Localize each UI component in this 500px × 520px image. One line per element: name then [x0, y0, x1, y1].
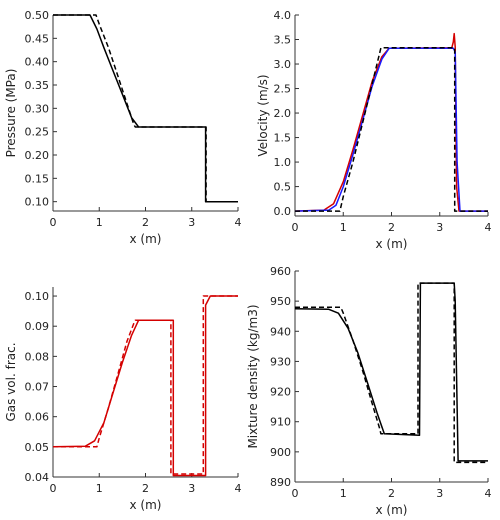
series-line-2 [294, 47, 488, 212]
y-axis-label: Pressure (MPa) [4, 69, 18, 158]
y-tick-label: 3.0 [274, 58, 292, 71]
x-axis-label: x (m) [130, 232, 162, 246]
y-tick-label: 0.15 [25, 172, 50, 185]
y-axis-label: Gas vol. frac. [4, 342, 18, 421]
y-tick-label: 4.0 [274, 9, 292, 22]
y-tick-label: 0.20 [25, 149, 50, 162]
y-tick-label: 910 [270, 416, 291, 429]
series-line-2 [295, 282, 488, 464]
y-tick-label: 0.06 [25, 411, 50, 424]
chart-panel-2: 0 1 2 3 4 0.0 0.5 1.0 1.5 2.0 2.5 3.0 3.5 4.0 x (m) Vel… [256, 9, 492, 251]
y-tick-label: 0.05 [25, 441, 50, 454]
x-tick-label: 2 [142, 216, 149, 229]
y-tick-label: 920 [270, 386, 291, 399]
x-tick-label: 0 [292, 487, 299, 500]
y-tick-label: 2.5 [274, 83, 292, 96]
y-tick-label: 0.10 [25, 196, 50, 209]
chart-panel-4: 0 1 2 3 4 890 900 910 920 930 940 950 960 x (m) Mixtur… [246, 265, 492, 517]
chart-panel-3: 0 1 2 3 4 0.04 0.05 0.06 0.07 0.08 0.09 0.10 x (m) Ga… [4, 287, 242, 512]
series-line-2 [53, 14, 238, 203]
y-tick-label: 0.08 [25, 350, 50, 363]
x-tick-label: 3 [436, 221, 443, 234]
x-tick-label: 0 [292, 221, 299, 234]
x-tick-label: 4 [235, 216, 242, 229]
y-tick-label: 0.0 [274, 205, 292, 218]
x-axis-label: x (m) [376, 237, 408, 251]
series-line-1 [52, 295, 238, 477]
y-tick-label: 890 [270, 476, 291, 489]
y-tick-label: 0.40 [25, 56, 50, 69]
x-tick-label: 2 [388, 487, 395, 500]
x-axis-label: x (m) [130, 498, 162, 512]
y-tick-label: 0.09 [25, 320, 50, 333]
y-tick-label: 1.5 [274, 132, 292, 145]
series-line-3 [295, 47, 488, 212]
y-tick-label: 1.0 [274, 156, 292, 169]
y-tick-label: 900 [270, 446, 291, 459]
y-axis-label: Mixture density (kg/m3) [246, 304, 260, 448]
y-tick-label: 0.10 [25, 290, 50, 303]
y-tick-label: 940 [270, 325, 291, 338]
x-tick-label: 3 [188, 482, 195, 495]
x-axis-label: x (m) [376, 503, 408, 517]
x-tick-label: 4 [485, 221, 492, 234]
y-axis-label: Velocity (m/s) [256, 74, 270, 156]
y-tick-label: 0.50 [25, 9, 50, 22]
series-line-1 [294, 282, 488, 462]
x-tick-label: 1 [96, 482, 103, 495]
x-tick-label: 3 [436, 487, 443, 500]
x-tick-label: 2 [142, 482, 149, 495]
y-tick-label: 0.45 [25, 32, 50, 45]
x-tick-label: 1 [340, 221, 347, 234]
x-tick-label: 1 [340, 487, 347, 500]
x-tick-label: 0 [50, 216, 57, 229]
y-tick-label: 0.30 [25, 102, 50, 115]
y-tick-label: 950 [270, 295, 291, 308]
y-tick-label: 930 [270, 355, 291, 368]
y-tick-label: 2.0 [274, 107, 292, 120]
x-tick-label: 4 [235, 482, 242, 495]
x-tick-label: 3 [188, 216, 195, 229]
y-tick-label: 0.04 [25, 471, 50, 484]
x-tick-label: 1 [96, 216, 103, 229]
x-tick-label: 4 [485, 487, 492, 500]
y-tick-label: 3.5 [274, 34, 292, 47]
x-tick-label: 0 [50, 482, 57, 495]
y-tick-label: 0.25 [25, 126, 50, 139]
series-line-1 [53, 14, 238, 203]
series-line-2 [53, 295, 238, 475]
y-tick-label: 0.35 [25, 79, 50, 92]
chart-panel-1: 0 1 2 3 4 0.10 0.15 0.20 0.25 0.30 0.35 0.40 0.45 0.5… [4, 9, 242, 246]
y-tick-label: 960 [270, 265, 291, 278]
y-tick-label: 0.5 [274, 181, 292, 194]
x-tick-label: 2 [388, 221, 395, 234]
y-tick-label: 0.07 [25, 381, 50, 394]
